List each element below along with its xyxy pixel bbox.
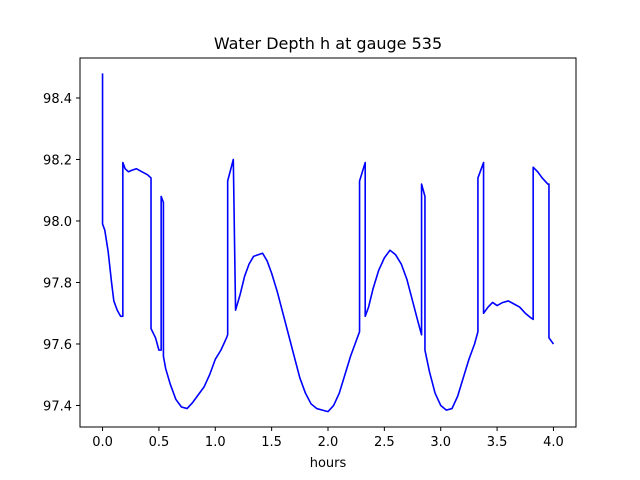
y-tick-label: 98.4 [43, 92, 72, 107]
y-tick-label: 97.8 [43, 276, 72, 291]
x-axis-label: hours [310, 456, 347, 471]
y-axis: 97.4 97.6 97.8 98.0 98.2 98.4 [43, 92, 80, 414]
y-tick-label: 98.2 [43, 153, 72, 168]
x-tick-label: 3.5 [487, 435, 508, 450]
y-tick-label: 98.0 [43, 215, 72, 230]
chart-title: Water Depth h at gauge 535 [214, 34, 442, 53]
x-tick-label: 0.0 [92, 435, 113, 450]
x-tick-label: 0.5 [149, 435, 170, 450]
plot-frame [79, 57, 577, 428]
x-tick-label: 1.5 [261, 435, 282, 450]
y-tick-label: 97.6 [43, 338, 72, 353]
x-tick-label: 3.0 [430, 435, 451, 450]
plot-area [101, 73, 555, 413]
x-tick-label: 1.0 [205, 435, 226, 450]
y-tick-label: 97.4 [43, 399, 72, 414]
series-line-0 [101, 73, 555, 413]
x-tick-label: 2.5 [374, 435, 395, 450]
x-axis: 0.0 0.5 1.0 1.5 2.0 2.5 3.0 3.5 4.0 [92, 427, 564, 450]
x-tick-label: 2.0 [318, 435, 339, 450]
x-tick-label: 4.0 [543, 435, 564, 450]
